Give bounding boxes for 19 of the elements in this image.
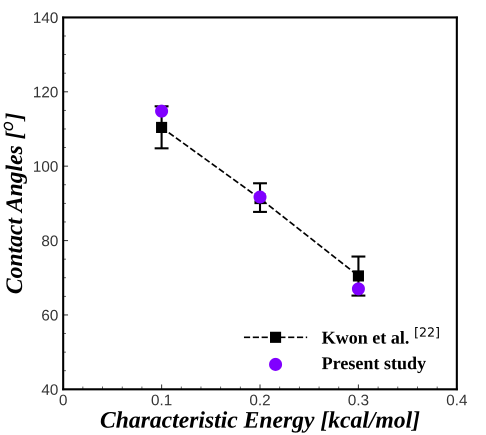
x-tick-label: 0.1 xyxy=(152,394,172,406)
y-tick-label: 60 xyxy=(42,310,58,321)
y-tick-label: 100 xyxy=(34,161,58,172)
x-axis-title: Characteristic Energy [kcal/mol] xyxy=(100,411,420,433)
x-tick-label: 0.3 xyxy=(348,394,368,406)
x-tick-label: 0.2 xyxy=(250,394,270,406)
legend-label: Present study xyxy=(322,356,426,374)
y-axis-title: Contact Angles [$^{o}$] xyxy=(4,113,27,294)
y-tick-label: 140 xyxy=(34,12,58,24)
y-tick-label: 40 xyxy=(42,384,58,396)
point xyxy=(155,104,168,118)
y-tick-label: 120 xyxy=(34,86,58,98)
legend-label: Kwon et al. $^{[22]}$ xyxy=(322,327,439,344)
point xyxy=(352,282,365,296)
y-tick-label: 80 xyxy=(42,235,58,246)
point xyxy=(156,122,168,134)
x-tick-label: 0 xyxy=(60,394,67,406)
x-tick-label: 0.4 xyxy=(446,394,468,406)
point xyxy=(352,270,364,282)
